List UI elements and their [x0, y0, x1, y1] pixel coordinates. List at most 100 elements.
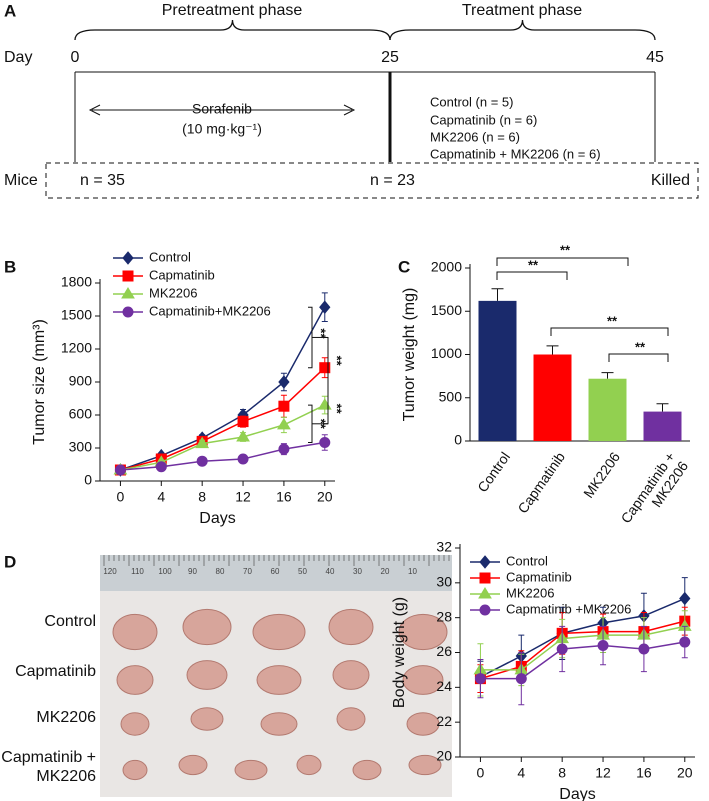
dose-label: (10 mg·kg⁻¹): [182, 121, 262, 137]
photo-row-label: MK2206: [36, 709, 96, 726]
legend-label: MK2206: [506, 585, 554, 600]
mice-count: n = 23: [370, 172, 415, 189]
mice-label: Mice: [4, 172, 38, 189]
series-line: [480, 620, 685, 680]
marker: [319, 362, 331, 374]
marker: [278, 400, 290, 412]
x-tick-label: 0: [117, 489, 125, 505]
ruler-label: 90: [188, 567, 197, 576]
y-tick-label: 0: [84, 472, 92, 488]
ruler-label: 110: [131, 567, 144, 576]
group-label: Capmatinib (n = 6): [430, 112, 537, 127]
significance: **: [528, 257, 539, 272]
y-tick-label: 22: [436, 713, 452, 729]
panel-label: D: [4, 552, 16, 571]
tumor: [252, 613, 306, 651]
bracket: [496, 271, 568, 280]
tumor: [296, 754, 322, 776]
tumor: [178, 754, 208, 776]
ruler-label: 70: [243, 567, 252, 576]
bracket: [496, 257, 629, 266]
phase-label: Pretreatment phase: [162, 2, 303, 19]
tumor: [260, 712, 298, 736]
panel-label: B: [4, 257, 16, 276]
x-tick-label: 4: [157, 489, 165, 505]
tumor: [120, 712, 150, 736]
tumor: [332, 660, 370, 690]
significance: **: [314, 419, 329, 430]
photo-row-label: Capmatinib + MK2206: [1, 749, 96, 785]
group-label: Capmatinib + MK2206 (n = 6): [430, 146, 601, 161]
tumor: [116, 665, 154, 695]
x-tick-label: 8: [198, 489, 206, 505]
error-bar: [546, 345, 559, 355]
significance: **: [330, 404, 345, 415]
y-axis-label: Tumor size (mm³): [31, 319, 48, 445]
photo-row-label: Capmatinib: [15, 663, 96, 680]
y-tick-label: 30: [436, 574, 452, 590]
series-line: [120, 441, 325, 471]
error-bar: [491, 288, 504, 301]
arrow-head: [88, 104, 356, 116]
mice-box: [45, 162, 699, 199]
bar: [478, 300, 517, 441]
marker: [597, 640, 609, 652]
series-line: [120, 306, 326, 471]
y-tick-label: 300: [69, 439, 93, 455]
bracket: [308, 404, 313, 443]
legend-label: Control: [506, 553, 548, 568]
legend-label: MK2206: [149, 285, 197, 300]
series-line: [480, 625, 685, 671]
marker: [319, 300, 331, 314]
x-tick-label: 16: [636, 765, 652, 781]
tumor: [256, 665, 302, 695]
marker: [679, 591, 691, 606]
significance: **: [560, 242, 571, 257]
marker: [237, 453, 249, 465]
y-axis-label: Body weight (g): [391, 597, 408, 708]
marker: [319, 437, 331, 448]
legend-marker: [122, 270, 134, 282]
tumor: [406, 712, 440, 736]
marker: [638, 643, 650, 655]
x-tick-label: 16: [276, 489, 292, 505]
tumor: [398, 613, 448, 651]
y-tick-label: 1800: [61, 274, 92, 290]
ruler-label: 40: [326, 567, 335, 576]
ruler-label: 50: [298, 567, 307, 576]
y-tick-label: 1000: [431, 345, 462, 361]
day-value: 0: [71, 49, 80, 66]
tumor: [402, 665, 444, 695]
tumor: [328, 608, 374, 646]
y-tick-label: 1200: [61, 340, 92, 356]
brace: [389, 19, 656, 41]
legend-marker: [121, 287, 135, 299]
legend-marker: [479, 555, 491, 569]
tumor: [234, 759, 268, 781]
day-value: 25: [381, 49, 399, 66]
y-tick-label: 26: [436, 643, 452, 659]
tumor: [122, 759, 148, 781]
marker: [277, 417, 291, 430]
legend-marker: [122, 306, 134, 318]
legend-marker: [478, 587, 492, 599]
photo-row-label: Control: [44, 613, 96, 630]
legend-label: Capmatinib+MK2206: [149, 303, 271, 318]
x-axis-label: Days: [199, 510, 235, 527]
legend-marker: [122, 251, 134, 265]
marker: [237, 416, 249, 428]
x-tick-label: 12: [595, 765, 611, 781]
y-tick-label: 600: [69, 406, 93, 422]
ruler-label: 30: [353, 567, 362, 576]
series-line: [120, 367, 326, 471]
tumor: [336, 707, 366, 731]
x-axis-label: Days: [559, 786, 595, 801]
x-tick-label: 20: [677, 765, 693, 781]
group-label: Control (n = 5): [430, 94, 513, 109]
y-tick-label: 0: [454, 432, 462, 448]
series-line: [120, 404, 326, 471]
y-tick-label: 900: [69, 373, 93, 389]
marker: [195, 436, 210, 449]
legend-marker: [479, 604, 491, 616]
